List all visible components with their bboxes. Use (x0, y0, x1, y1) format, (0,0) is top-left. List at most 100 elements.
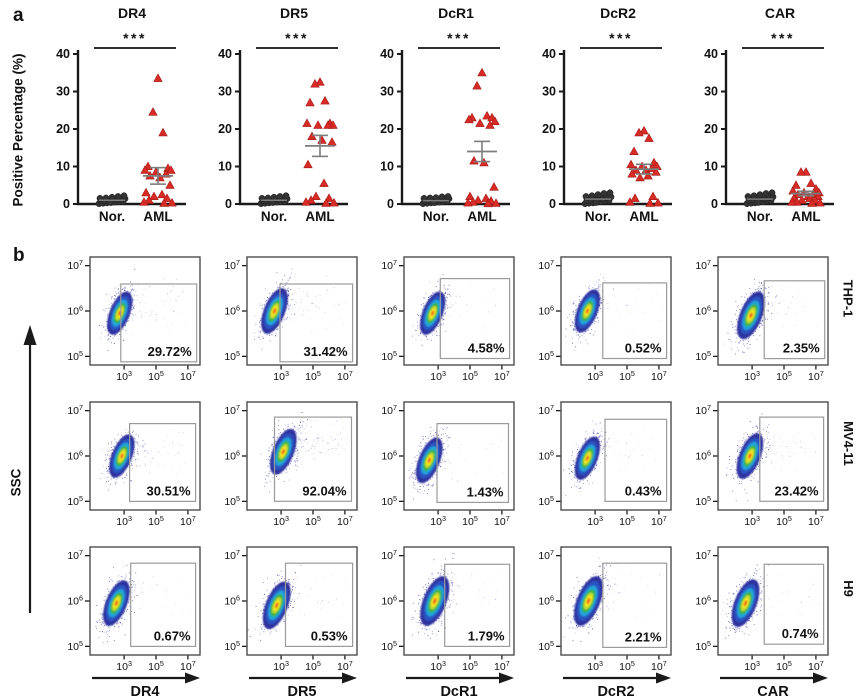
svg-text:105: 105 (67, 349, 83, 363)
flow-plot-MV4-11-DR5: 107 106 105 103 105 107 92.04% (205, 398, 362, 543)
flow-plot-THP-1-DcR2: 107 106 105 103 105 107 0.52% (519, 253, 676, 398)
svg-text:105: 105 (224, 639, 240, 653)
svg-text:20: 20 (704, 122, 718, 136)
flow-plot-H9-DcR2: 107 106 105 103 105 107 2.21% (519, 543, 676, 673)
svg-text:107: 107 (224, 258, 240, 272)
row-label-text: MV4-11 (840, 421, 856, 466)
svg-text:103: 103 (116, 369, 132, 381)
svg-text:107: 107 (381, 403, 397, 417)
svg-text:AML: AML (629, 209, 658, 224)
svg-text:103: 103 (273, 514, 289, 526)
gate-percentage: 0.53% (311, 628, 348, 643)
flow-plot-H9-DR5: 107 106 105 103 105 107 0.53% (205, 543, 362, 673)
gate-percentage: 1.43% (467, 484, 504, 499)
flow-plot-MV4-11-DR4: 107 106 105 103 105 107 30.51% (48, 398, 205, 543)
svg-text:106: 106 (67, 304, 83, 318)
svg-text:105: 105 (776, 369, 792, 381)
gate-percentage: 2.35% (783, 341, 820, 356)
plot-title: DcR2 (600, 5, 636, 21)
svg-text:CAR: CAR (757, 684, 789, 698)
svg-text:20: 20 (56, 122, 70, 136)
svg-text:107: 107 (337, 514, 353, 526)
flow-plot-svg: 107 106 105 103 105 107 0.43% (538, 401, 672, 528)
svg-text:106: 106 (695, 304, 711, 318)
flow-plot-svg: 107 106 105 103 105 107 2.35% (695, 256, 829, 383)
svg-text:AML: AML (791, 209, 820, 224)
svg-text:20: 20 (218, 122, 232, 136)
x-axis-label-DcR1: DcR1 (362, 670, 519, 699)
svg-text:105: 105 (538, 494, 554, 508)
svg-text:106: 106 (381, 304, 397, 318)
svg-text:105: 105 (776, 659, 792, 671)
gate-percentage: 23.42% (775, 483, 820, 498)
panel-a-y-axis-label: Positive Percentage (%) (10, 53, 26, 207)
scatter-plot-DcR1: DcR1 *** 0 10 20 30 40 Nor. AML (380, 5, 510, 224)
significance-stars: *** (771, 30, 795, 46)
svg-text:10: 10 (380, 160, 394, 174)
svg-text:106: 106 (67, 594, 83, 608)
svg-text:105: 105 (148, 369, 164, 381)
gate-percentage: 29.72% (148, 344, 193, 359)
ssc-axis-label: SSC (8, 468, 24, 497)
svg-text:103: 103 (116, 514, 132, 526)
svg-text:40: 40 (218, 47, 232, 61)
x-axis-label-DR5: DR5 (205, 670, 362, 699)
svg-text:103: 103 (587, 369, 603, 381)
svg-text:107: 107 (381, 258, 397, 272)
svg-text:105: 105 (695, 639, 711, 653)
svg-text:105: 105 (224, 349, 240, 363)
gate-percentage: 4.58% (468, 341, 505, 356)
significance-stars: *** (123, 30, 147, 46)
svg-text:30: 30 (542, 85, 556, 99)
svg-text:106: 106 (538, 304, 554, 318)
svg-text:106: 106 (538, 594, 554, 608)
svg-text:107: 107 (538, 548, 554, 562)
svg-text:20: 20 (380, 122, 394, 136)
svg-text:103: 103 (273, 369, 289, 381)
row-label-THP-1: THP-1 (833, 253, 863, 398)
flow-plot-H9-DcR1: 107 106 105 103 105 107 1.79% (362, 543, 519, 673)
row-label-text: THP-1 (840, 279, 856, 318)
panel-b-label: b (13, 245, 25, 266)
svg-text:105: 105 (695, 349, 711, 363)
panel-a: Positive Percentage (%) DR4 *** 0 10 20 30 40 N… (6, 2, 852, 234)
svg-text:107: 107 (180, 659, 196, 671)
x-axis-arrow: CAR (720, 672, 828, 699)
flow-plot-THP-1-DcR1: 107 106 105 103 105 107 4.58% (362, 253, 519, 398)
svg-text:0: 0 (63, 197, 70, 211)
svg-text:107: 107 (67, 258, 83, 272)
svg-text:105: 105 (695, 494, 711, 508)
svg-text:103: 103 (587, 659, 603, 671)
svg-text:107: 107 (695, 258, 711, 272)
svg-text:107: 107 (180, 369, 196, 381)
svg-text:Nor.: Nor. (747, 209, 773, 224)
svg-text:103: 103 (430, 369, 446, 381)
plot-title: CAR (765, 5, 795, 21)
svg-text:40: 40 (56, 47, 70, 61)
scatter-plot-DcR2: DcR2 *** 0 10 20 30 40 Nor. AML (542, 5, 672, 224)
svg-text:105: 105 (538, 639, 554, 653)
flow-plot-svg: 107 106 105 103 105 107 92.04% (224, 401, 358, 528)
gate-percentage: 1.79% (468, 628, 505, 643)
svg-text:40: 40 (380, 47, 394, 61)
gate-percentage: 0.43% (625, 483, 662, 498)
svg-text:105: 105 (67, 494, 83, 508)
flow-plot-THP-1-DR4: 107 106 105 103 105 107 29.72% (48, 253, 205, 398)
svg-text:106: 106 (695, 449, 711, 463)
svg-text:30: 30 (218, 85, 232, 99)
gate-percentage: 31.42% (304, 344, 349, 359)
svg-text:106: 106 (381, 449, 397, 463)
x-axis-arrow: DR5 (249, 672, 357, 699)
flow-plot-svg: 107 106 105 103 105 107 0.74% (695, 546, 829, 673)
row-label-text: H9 (840, 580, 856, 597)
svg-text:106: 106 (381, 594, 397, 608)
svg-text:103: 103 (116, 659, 132, 671)
row-label-MV4-11: MV4-11 (833, 398, 863, 543)
svg-text:103: 103 (273, 659, 289, 671)
svg-text:Nor.: Nor. (261, 209, 287, 224)
svg-text:105: 105 (538, 349, 554, 363)
svg-text:103: 103 (744, 369, 760, 381)
panel-a-y-axis: Positive Percentage (%) (6, 2, 30, 232)
svg-text:30: 30 (380, 85, 394, 99)
svg-text:106: 106 (224, 594, 240, 608)
